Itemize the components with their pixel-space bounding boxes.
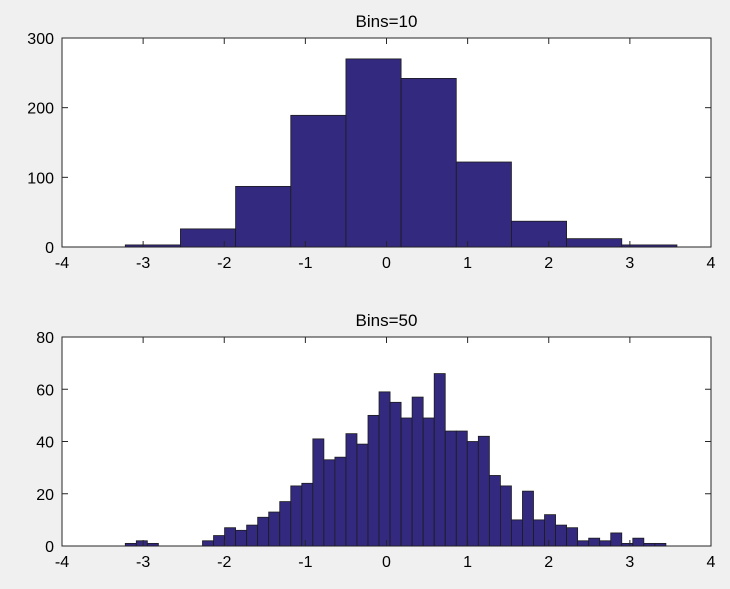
histogram-bar — [367, 414, 380, 547]
y-tick-label: 200 — [27, 101, 54, 118]
x-tick-label: 3 — [625, 554, 634, 571]
histogram-bar — [577, 540, 590, 547]
x-tick-label: 0 — [382, 255, 391, 272]
histogram-bar — [235, 185, 292, 248]
y-tick-label: 100 — [27, 170, 54, 187]
histogram-bar — [566, 527, 579, 547]
histogram-bar — [433, 373, 446, 547]
histogram-bar — [422, 417, 435, 547]
histogram-bar — [312, 438, 325, 547]
x-tick-label: 2 — [544, 255, 553, 272]
x-tick-label: 4 — [707, 554, 716, 571]
x-tick-label: 2 — [544, 554, 553, 571]
histogram-bar — [235, 529, 248, 547]
histogram-bar — [301, 482, 314, 547]
histogram-bar — [268, 511, 281, 547]
subplot-bins-10: Bins=10 -4 -3 -2 -1 0 1 2 3 4 0 100 200 300 — [27, 12, 715, 272]
histogram-bar — [124, 244, 181, 248]
chart-title: Bins=50 — [356, 311, 418, 330]
histogram-bar — [378, 391, 391, 547]
x-tick-label: -4 — [55, 554, 69, 571]
histogram-bar — [246, 524, 259, 547]
y-ticks: 0 20 40 60 80 — [36, 330, 711, 556]
histogram-bar — [621, 542, 634, 547]
histogram-bar — [511, 220, 567, 248]
histogram-bar — [213, 535, 225, 547]
y-tick-label: 40 — [36, 435, 54, 452]
histogram-bar — [444, 430, 457, 547]
histogram-bar — [654, 542, 667, 547]
x-tick-label: 1 — [463, 255, 472, 272]
x-tick-label: -2 — [217, 554, 231, 571]
histogram-bar — [599, 540, 612, 547]
y-tick-label: 80 — [36, 330, 54, 347]
x-tick-label: 3 — [625, 255, 634, 272]
histogram-bar — [455, 161, 512, 248]
x-tick-label: 4 — [707, 255, 716, 272]
histogram-bar — [477, 435, 490, 547]
bars — [124, 58, 678, 248]
subplot-bins-50: Bins=50 -4 -3 -2 -1 0 1 2 3 4 0 20 40 60 80 — [36, 311, 715, 571]
histogram-bar — [499, 485, 512, 547]
y-tick-label: 60 — [36, 382, 54, 399]
y-ticks: 0 100 200 300 — [27, 31, 711, 257]
histogram-bar — [279, 501, 292, 547]
histogram-bar — [610, 532, 623, 547]
histogram-bar — [124, 542, 137, 547]
histogram-bar — [544, 514, 556, 547]
histogram-bar — [135, 540, 148, 547]
histogram-bar — [533, 519, 545, 547]
histogram-bar — [323, 459, 336, 547]
histogram-bar — [146, 542, 159, 547]
x-tick-label: -4 — [55, 255, 69, 272]
histogram-bar — [400, 78, 457, 248]
histogram-bar — [180, 228, 237, 248]
histogram-bar — [202, 540, 214, 547]
histogram-bar — [356, 443, 369, 547]
histogram-bar — [224, 527, 237, 547]
histogram-bar — [345, 58, 402, 248]
bars — [124, 373, 667, 547]
histogram-bar — [400, 417, 413, 547]
y-tick-label: 20 — [36, 487, 54, 504]
histogram-bar — [466, 441, 479, 547]
histogram-bar — [290, 114, 347, 248]
histogram-bar — [643, 542, 656, 547]
histogram-bar — [522, 490, 534, 547]
histogram-bar — [334, 456, 347, 547]
y-tick-label: 0 — [45, 539, 54, 556]
x-tick-label: -3 — [136, 255, 150, 272]
histogram-bar — [257, 516, 270, 547]
x-tick-label: -1 — [298, 554, 312, 571]
x-tick-label: -1 — [298, 255, 312, 272]
y-tick-label: 300 — [27, 31, 54, 48]
histogram-bar — [345, 433, 358, 547]
x-tick-label: -2 — [217, 255, 231, 272]
histogram-bar — [511, 519, 523, 547]
histogram-bar — [488, 475, 501, 547]
histogram-bar — [290, 485, 303, 547]
histogram-bar — [632, 537, 645, 547]
histogram-bar — [621, 244, 678, 248]
x-tick-label: 1 — [463, 554, 472, 571]
histogram-bar — [566, 238, 623, 248]
histogram-bar — [389, 401, 402, 547]
histogram-bar — [555, 524, 567, 547]
histogram-bar — [411, 396, 424, 547]
chart-title: Bins=10 — [356, 12, 418, 31]
histogram-bar — [455, 430, 468, 547]
x-tick-label: -3 — [136, 554, 150, 571]
y-tick-label: 0 — [45, 240, 54, 257]
x-ticks: -4 -3 -2 -1 0 1 2 3 4 — [55, 38, 716, 272]
histogram-bar — [588, 537, 601, 547]
x-ticks: -4 -3 -2 -1 0 1 2 3 4 — [55, 337, 716, 571]
x-tick-label: 0 — [382, 554, 391, 571]
